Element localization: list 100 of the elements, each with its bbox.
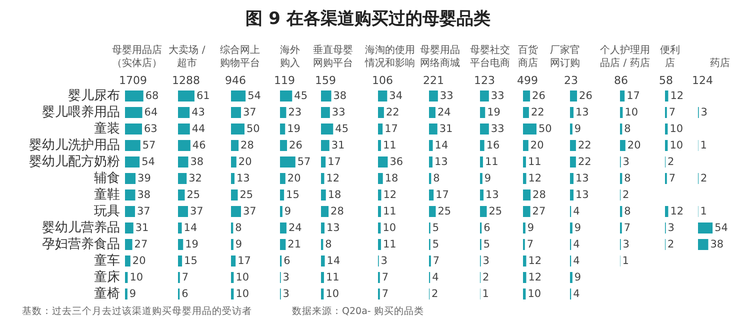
y-tick-label: 童椅	[94, 286, 120, 302]
bar	[429, 124, 438, 134]
data-label: 28	[330, 205, 344, 218]
data-label: 7	[624, 222, 631, 234]
bar	[523, 190, 531, 200]
data-label: 4	[573, 205, 580, 218]
bar	[178, 256, 182, 266]
bar	[378, 239, 381, 250]
data-label: 10	[326, 288, 340, 300]
data-label: 22	[578, 156, 592, 168]
bar	[429, 140, 433, 151]
data-label: 12	[528, 254, 542, 267]
bar	[698, 239, 708, 250]
bar	[378, 140, 381, 151]
source-note: 数据来源：Q20a- 购买的品类	[292, 305, 424, 317]
bar	[480, 156, 483, 168]
chart-subtitle: 159	[315, 74, 336, 87]
bar	[480, 124, 489, 134]
data-label: 26	[532, 90, 546, 102]
data-label: 38	[190, 156, 204, 168]
data-label: 13	[486, 188, 499, 201]
data-label: 17	[436, 188, 449, 201]
bar	[321, 272, 324, 283]
data-label: 37	[242, 205, 256, 218]
data-label: 25	[186, 188, 200, 201]
data-label: 13	[434, 156, 448, 168]
bar	[480, 206, 487, 217]
bar	[125, 156, 140, 168]
bar	[378, 156, 388, 168]
data-label: 31	[439, 122, 453, 135]
bar	[178, 190, 185, 200]
data-label: 11	[326, 271, 340, 284]
bar	[125, 206, 135, 217]
data-label: 50	[538, 122, 552, 135]
y-tick-label: 孕妇营养食品	[42, 236, 120, 252]
bar	[321, 156, 326, 168]
data-label: 2	[622, 188, 630, 201]
bar	[480, 140, 484, 151]
data-label: 20	[627, 139, 641, 152]
data-label: 6	[484, 222, 491, 234]
bar	[321, 107, 330, 118]
data-label: 7	[382, 288, 389, 300]
data-label: 2	[700, 172, 708, 184]
bar	[378, 124, 383, 134]
data-label: 13	[576, 106, 589, 118]
data-label: 9	[527, 222, 534, 234]
data-label: 37	[242, 106, 256, 118]
bar	[429, 107, 436, 118]
data-label: 3	[668, 222, 674, 234]
data-label: 25	[488, 205, 502, 218]
data-label: 10	[670, 139, 684, 152]
chart-subtitle: 1288	[172, 74, 200, 87]
data-label: 37	[136, 205, 150, 218]
data-label: 9	[484, 172, 492, 184]
bar	[378, 173, 383, 184]
bar	[698, 222, 713, 234]
data-label: 1	[622, 254, 629, 267]
bar	[378, 107, 384, 118]
data-label: 8	[624, 172, 631, 184]
bar	[378, 190, 382, 200]
bar	[429, 156, 433, 168]
bar	[125, 140, 140, 151]
data-label: 11	[484, 156, 498, 168]
data-label: 22	[386, 106, 400, 118]
data-label: 12	[670, 90, 684, 102]
chart-title: 海外购入	[280, 44, 300, 69]
chart-title: 药店	[710, 57, 730, 69]
data-label: 33	[332, 106, 346, 118]
data-label: 11	[382, 238, 396, 250]
data-label: 11	[528, 156, 542, 168]
bar	[280, 222, 286, 234]
chart-title: 垂直母婴网购平台	[313, 44, 353, 69]
data-label: 61	[196, 90, 210, 102]
chart-subtitle: 499	[517, 74, 538, 87]
bar	[321, 222, 325, 234]
bar	[125, 90, 144, 102]
data-label: 24	[288, 222, 302, 234]
data-label: 13	[326, 222, 340, 234]
data-label: 13	[576, 172, 589, 184]
bar	[480, 107, 486, 118]
chart-subtitle: 124	[692, 74, 713, 87]
chart-title: 个人护理用品店 / 药店	[600, 44, 650, 69]
data-label: 50	[246, 122, 260, 135]
data-label: 28	[532, 188, 546, 201]
data-label: 9	[574, 122, 582, 135]
data-label: 7	[382, 271, 389, 284]
bar	[523, 173, 526, 184]
chart-subtitle: 946	[225, 74, 246, 87]
bar	[280, 239, 286, 250]
data-label: 10	[528, 288, 542, 300]
data-label: 8	[624, 205, 631, 218]
chart-subtitle: 106	[372, 74, 393, 87]
bar	[231, 173, 235, 184]
data-label: 11	[382, 139, 396, 152]
data-label: 7	[668, 172, 676, 184]
bar	[280, 173, 286, 184]
data-label: 54	[142, 156, 156, 168]
chart-subtitle: 23	[564, 74, 578, 87]
data-label: 2	[668, 238, 674, 250]
bar	[429, 90, 438, 102]
